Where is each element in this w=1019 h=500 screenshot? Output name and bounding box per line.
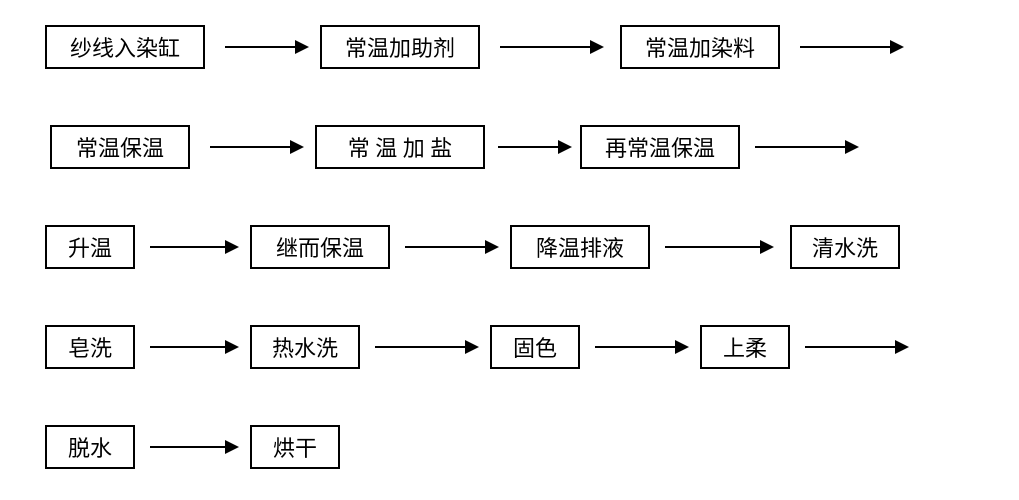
node-n8: 继而保温 — [250, 225, 390, 269]
node-label: 上柔 — [723, 331, 767, 363]
node-label: 清水洗 — [812, 231, 878, 263]
node-label: 烘干 — [273, 431, 317, 463]
node-label: 常温加助剂 — [345, 31, 455, 63]
node-n11: 皂洗 — [45, 325, 135, 369]
node-label: 常 温 加 盐 — [348, 131, 453, 163]
node-label: 热水洗 — [272, 331, 338, 363]
node-n7: 升温 — [45, 225, 135, 269]
node-label: 脱水 — [68, 431, 112, 463]
arrow-icon — [755, 140, 859, 154]
arrow-icon — [375, 340, 479, 354]
node-n1: 纱线入染缸 — [45, 25, 205, 69]
node-n15: 脱水 — [45, 425, 135, 469]
node-n10: 清水洗 — [790, 225, 900, 269]
node-n5: 常 温 加 盐 — [315, 125, 485, 169]
node-label: 继而保温 — [276, 231, 364, 263]
arrow-icon — [150, 440, 239, 454]
node-label: 升温 — [68, 231, 112, 263]
arrow-icon — [500, 40, 604, 54]
node-n13: 固色 — [490, 325, 580, 369]
arrow-icon — [210, 140, 304, 154]
arrow-icon — [498, 140, 572, 154]
node-n4: 常温保温 — [50, 125, 190, 169]
node-n16: 烘干 — [250, 425, 340, 469]
arrow-icon — [405, 240, 499, 254]
node-label: 皂洗 — [68, 331, 112, 363]
arrow-icon — [665, 240, 774, 254]
node-label: 常温加染料 — [645, 31, 755, 63]
node-label: 固色 — [513, 331, 557, 363]
arrow-icon — [225, 40, 309, 54]
process-flowchart: 纱线入染缸 常温加助剂 常温加染料 常温保温 常 温 加 盐 再常温保温 升温 … — [0, 0, 1019, 500]
node-label: 降温排液 — [536, 231, 624, 263]
arrow-icon — [805, 340, 909, 354]
node-label: 纱线入染缸 — [70, 31, 180, 63]
node-n2: 常温加助剂 — [320, 25, 480, 69]
node-n6: 再常温保温 — [580, 125, 740, 169]
arrow-icon — [800, 40, 904, 54]
arrow-icon — [150, 240, 239, 254]
node-label: 再常温保温 — [605, 131, 715, 163]
arrow-icon — [150, 340, 239, 354]
node-n14: 上柔 — [700, 325, 790, 369]
node-n3: 常温加染料 — [620, 25, 780, 69]
node-n9: 降温排液 — [510, 225, 650, 269]
node-n12: 热水洗 — [250, 325, 360, 369]
node-label: 常温保温 — [76, 131, 164, 163]
arrow-icon — [595, 340, 689, 354]
